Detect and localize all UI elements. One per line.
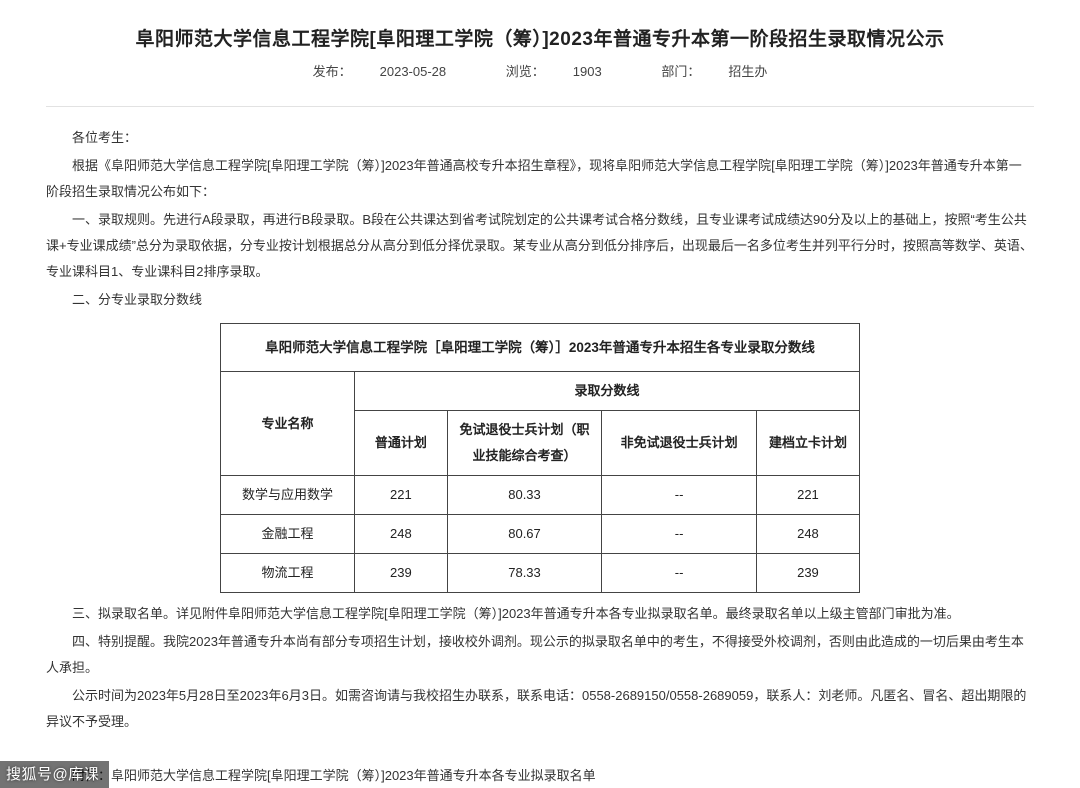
cell-value: 80.67 bbox=[447, 515, 602, 554]
body-text: 各位考生： 根据《阜阳师范大学信息工程学院[阜阳理工学院（筹）]2023年普通高… bbox=[46, 125, 1034, 788]
col-plan-nonexempt: 非免试退役士兵计划 bbox=[602, 411, 757, 476]
cell-value: -- bbox=[602, 554, 757, 593]
col-plan-normal: 普通计划 bbox=[354, 411, 447, 476]
cell-value: 239 bbox=[354, 554, 447, 593]
col-plan-jdlk: 建档立卡计划 bbox=[756, 411, 859, 476]
dept-label: 部门： bbox=[661, 64, 700, 79]
cell-major: 金融工程 bbox=[221, 515, 355, 554]
score-table: 阜阳师范大学信息工程学院［阜阳理工学院（筹）］2023年普通专升本招生各专业录取… bbox=[220, 323, 860, 593]
cell-value: -- bbox=[602, 476, 757, 515]
table-caption: 阜阳师范大学信息工程学院［阜阳理工学院（筹）］2023年普通专升本招生各专业录取… bbox=[221, 324, 860, 372]
paragraph-list: 三、拟录取名单。详见附件阜阳师范大学信息工程学院[阜阳理工学院（筹）]2023年… bbox=[46, 601, 1034, 627]
cell-value: 221 bbox=[756, 476, 859, 515]
col-major: 专业名称 bbox=[221, 372, 355, 476]
col-group: 录取分数线 bbox=[354, 372, 859, 411]
dept-name: 招生办 bbox=[728, 64, 767, 79]
paragraph-reminder: 四、特别提醒。我院2023年普通专升本尚有部分专项招生计划，接收校外调剂。现公示… bbox=[46, 629, 1034, 681]
cell-major: 物流工程 bbox=[221, 554, 355, 593]
table-row: 数学与应用数学 221 80.33 -- 221 bbox=[221, 476, 860, 515]
cell-value: 248 bbox=[756, 515, 859, 554]
attachment-line: 附件：阜阳师范大学信息工程学院[阜阳理工学院（筹）]2023年普通专升本各专业拟… bbox=[46, 763, 1034, 788]
source-watermark: 搜狐号@库课 bbox=[0, 761, 109, 788]
cell-value: -- bbox=[602, 515, 757, 554]
divider bbox=[46, 106, 1034, 107]
views-label: 浏览： bbox=[506, 64, 545, 79]
cell-value: 78.33 bbox=[447, 554, 602, 593]
meta-line: 发布： 2023-05-28 浏览： 1903 部门： 招生办 bbox=[46, 61, 1034, 80]
paragraph-intro: 根据《阜阳师范大学信息工程学院[阜阳理工学院（筹）]2023年普通高校专升本招生… bbox=[46, 153, 1034, 205]
cell-major: 数学与应用数学 bbox=[221, 476, 355, 515]
paragraph-rule: 一、录取规则。先进行A段录取，再进行B段录取。B段在公共课达到省考试院划定的公共… bbox=[46, 207, 1034, 285]
views-count: 1903 bbox=[573, 64, 602, 79]
cell-value: 221 bbox=[354, 476, 447, 515]
page-title: 阜阳师范大学信息工程学院[阜阳理工学院（筹）]2023年普通专升本第一阶段招生录… bbox=[46, 24, 1034, 51]
greeting-line: 各位考生： bbox=[46, 125, 1034, 151]
publish-date: 2023-05-28 bbox=[380, 64, 447, 79]
cell-value: 239 bbox=[756, 554, 859, 593]
cell-value: 80.33 bbox=[447, 476, 602, 515]
col-plan-exempt: 免试退役士兵计划（职业技能综合考查） bbox=[447, 411, 602, 476]
paragraph-scoreline-heading: 二、分专业录取分数线 bbox=[46, 287, 1034, 313]
table-row: 物流工程 239 78.33 -- 239 bbox=[221, 554, 860, 593]
table-row: 金融工程 248 80.67 -- 248 bbox=[221, 515, 860, 554]
cell-value: 248 bbox=[354, 515, 447, 554]
paragraph-period: 公示时间为2023年5月28日至2023年6月3日。如需咨询请与我校招生办联系，… bbox=[46, 683, 1034, 735]
publish-label: 发布： bbox=[313, 64, 352, 79]
